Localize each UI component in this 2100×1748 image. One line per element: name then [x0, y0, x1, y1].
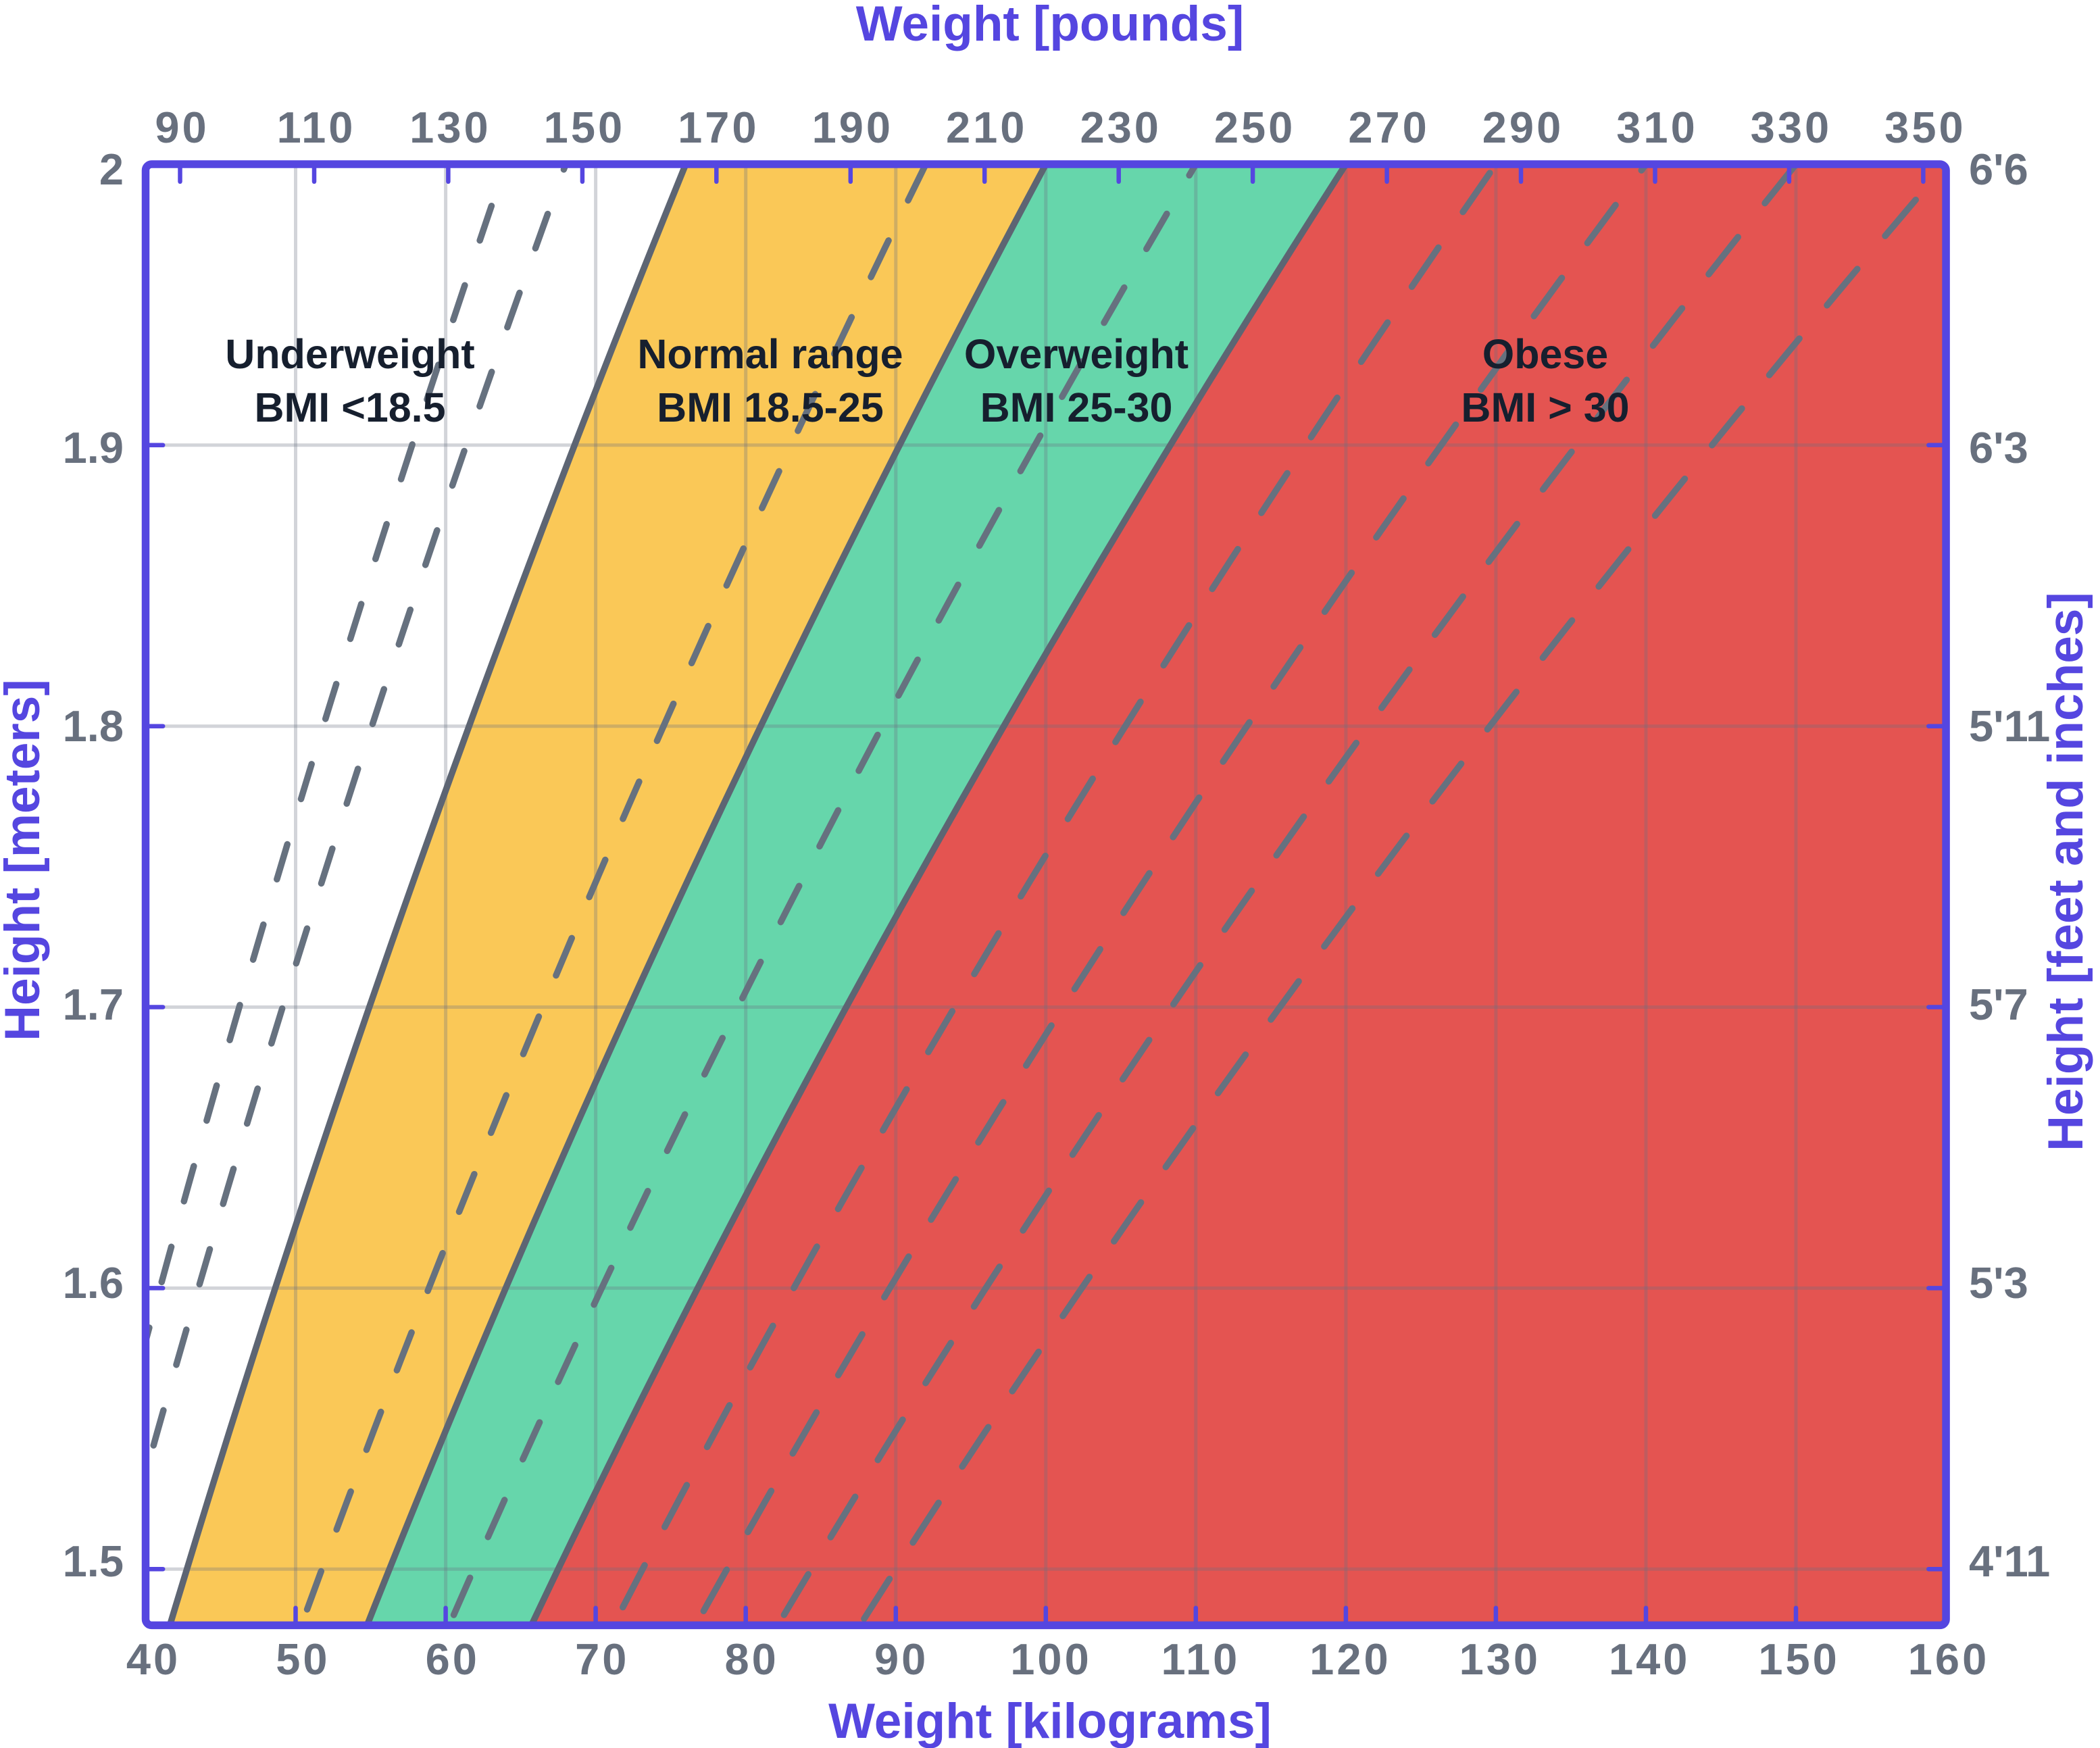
svg-text:210: 210	[946, 103, 1027, 152]
svg-text:60: 60	[426, 1634, 480, 1684]
svg-text:50: 50	[276, 1634, 330, 1684]
svg-text:70: 70	[575, 1634, 629, 1684]
svg-text:90: 90	[155, 103, 209, 152]
svg-text:5'3: 5'3	[1969, 1258, 2028, 1307]
svg-text:250: 250	[1214, 103, 1295, 152]
svg-text:40: 40	[126, 1634, 180, 1684]
svg-text:6'6: 6'6	[1969, 145, 2028, 194]
svg-text:1.7: 1.7	[63, 980, 124, 1029]
svg-text:1.8: 1.8	[63, 701, 124, 751]
svg-text:150: 150	[1758, 1634, 1839, 1684]
svg-text:Weight [pounds]: Weight [pounds]	[856, 0, 1244, 51]
svg-text:160: 160	[1908, 1634, 1989, 1684]
svg-text:330: 330	[1751, 103, 1832, 152]
svg-text:5'7: 5'7	[1969, 980, 2028, 1029]
svg-text:110: 110	[1161, 1634, 1240, 1684]
svg-text:Overweight: Overweight	[964, 331, 1189, 377]
svg-text:270: 270	[1348, 103, 1429, 152]
svg-text:Underweight: Underweight	[225, 331, 474, 377]
svg-text:130: 130	[409, 103, 491, 152]
svg-text:190: 190	[812, 103, 893, 152]
svg-text:120: 120	[1309, 1634, 1391, 1684]
svg-text:6'3: 6'3	[1969, 423, 2028, 472]
svg-text:4'11: 4'11	[1969, 1537, 2050, 1586]
svg-text:290: 290	[1482, 103, 1564, 152]
svg-text:Height [feet and inches]: Height [feet and inches]	[2039, 592, 2093, 1151]
svg-text:BMI 25-30: BMI 25-30	[980, 384, 1173, 430]
svg-text:Normal range: Normal range	[637, 331, 903, 377]
svg-text:1.5: 1.5	[63, 1537, 124, 1586]
svg-text:80: 80	[725, 1634, 779, 1684]
svg-text:130: 130	[1459, 1634, 1541, 1684]
svg-text:310: 310	[1616, 103, 1697, 152]
svg-text:350: 350	[1884, 103, 1966, 152]
svg-text:140: 140	[1609, 1634, 1690, 1684]
svg-text:Obese: Obese	[1482, 331, 1609, 377]
svg-text:1.6: 1.6	[63, 1258, 124, 1307]
svg-text:BMI 18.5-25: BMI 18.5-25	[657, 384, 884, 430]
svg-text:100: 100	[1010, 1634, 1091, 1684]
svg-text:110: 110	[277, 103, 356, 152]
svg-text:90: 90	[874, 1634, 928, 1684]
svg-text:Height [meters]: Height [meters]	[0, 679, 50, 1041]
svg-text:2: 2	[99, 145, 124, 194]
svg-text:5'11: 5'11	[1969, 701, 2050, 751]
svg-text:1.9: 1.9	[63, 423, 124, 472]
svg-text:Weight [kilograms]: Weight [kilograms]	[828, 1694, 1272, 1748]
svg-text:150: 150	[544, 103, 625, 152]
svg-text:230: 230	[1080, 103, 1161, 152]
svg-text:BMI <18.5: BMI <18.5	[254, 384, 445, 430]
svg-text:BMI > 30: BMI > 30	[1461, 384, 1629, 430]
svg-text:170: 170	[678, 103, 759, 152]
